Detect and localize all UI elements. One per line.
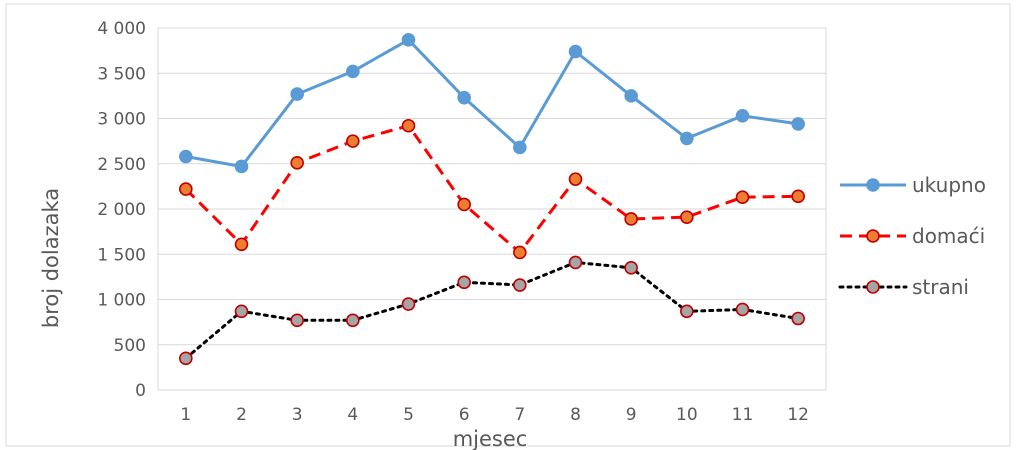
legend-item: strani: [838, 275, 969, 299]
data-point: [791, 117, 805, 131]
data-point: [290, 156, 304, 170]
data-point: [680, 210, 694, 224]
y-tick-label: 2 500: [97, 155, 146, 175]
gridlines: [158, 72, 826, 346]
data-point: [401, 297, 416, 311]
data-point: [680, 304, 694, 319]
data-point: [513, 245, 527, 260]
legend-label: ukupno: [912, 173, 986, 197]
x-tick-label: 7: [514, 405, 525, 425]
data-point: [179, 351, 193, 366]
data-point: [457, 197, 471, 212]
legend-item: domaći: [840, 224, 985, 248]
data-point: [791, 311, 805, 326]
x-tick-label: 5: [403, 405, 414, 425]
data-point: [735, 302, 750, 317]
data-point: [346, 134, 360, 148]
x-tick-label: 4: [347, 405, 358, 425]
data-point: [568, 255, 583, 270]
data-point: [457, 90, 471, 105]
y-tick-label: 1 500: [97, 245, 146, 265]
x-tick-label: 11: [732, 405, 754, 425]
data-point: [735, 190, 750, 205]
x-axis-title: mjesec: [453, 427, 528, 450]
legend: ukupno domaći strani: [838, 173, 986, 299]
data-point: [346, 313, 360, 328]
y-tick-label: 3 000: [97, 110, 146, 130]
x-tick-label: 3: [292, 405, 303, 425]
data-point: [234, 159, 249, 174]
data-point: [624, 261, 638, 275]
series-line: [184, 124, 799, 254]
data-point: [234, 304, 249, 319]
legend-label: strani: [912, 275, 969, 299]
data-point: [513, 278, 527, 292]
data-point: [457, 275, 471, 290]
data-point: [513, 140, 527, 155]
data-point: [791, 189, 805, 204]
x-tick-label: 9: [626, 405, 637, 425]
legend-item: ukupno: [840, 173, 986, 197]
series-strani: [179, 255, 805, 366]
legend-marker: [866, 229, 880, 243]
x-tick-label: 2: [236, 405, 247, 425]
x-tick-label: 6: [459, 405, 470, 425]
data-point: [568, 44, 583, 59]
legend-marker: [866, 178, 880, 192]
data-point: [346, 64, 360, 79]
y-tick-label: 4 000: [97, 19, 146, 39]
series-line: [184, 260, 800, 360]
y-tick-label: 2 000: [97, 200, 146, 220]
x-tick-label: 12: [787, 405, 809, 425]
series-line: [185, 38, 799, 168]
data-point: [568, 172, 583, 186]
x-tick-label: 1: [180, 405, 191, 425]
legend-marker: [866, 280, 880, 294]
data-point: [179, 182, 193, 196]
data-point: [179, 149, 193, 164]
data-point: [290, 87, 304, 101]
x-tick-label: 8: [570, 405, 581, 425]
chart-border: [5, 3, 1011, 447]
legend-label: domaći: [912, 224, 985, 248]
data-point: [401, 32, 416, 47]
series-ukupno: [179, 32, 805, 174]
data-point: [401, 118, 416, 133]
series-domaći: [179, 118, 805, 260]
y-tick-label: 3 500: [97, 64, 146, 84]
y-tick-label: 1 000: [97, 291, 146, 311]
series-layer: [179, 32, 805, 366]
y-tick-label: 500: [114, 336, 146, 356]
data-point: [234, 237, 249, 252]
y-tick-label: 0: [135, 381, 146, 401]
data-point: [624, 89, 638, 103]
data-point: [735, 108, 750, 123]
x-axis: 1 2 3 4 5 6 7 8 9 10 11 12: [180, 405, 809, 425]
y-axis-title: broj dolazaka: [39, 188, 63, 328]
data-point: [680, 131, 694, 146]
data-point: [624, 212, 638, 226]
x-tick-label: 10: [676, 405, 698, 425]
data-point: [290, 313, 304, 328]
y-axis: 0 500 1 000 1 500 2 000 2 500 3 000 3 500 4 000: [97, 19, 146, 401]
